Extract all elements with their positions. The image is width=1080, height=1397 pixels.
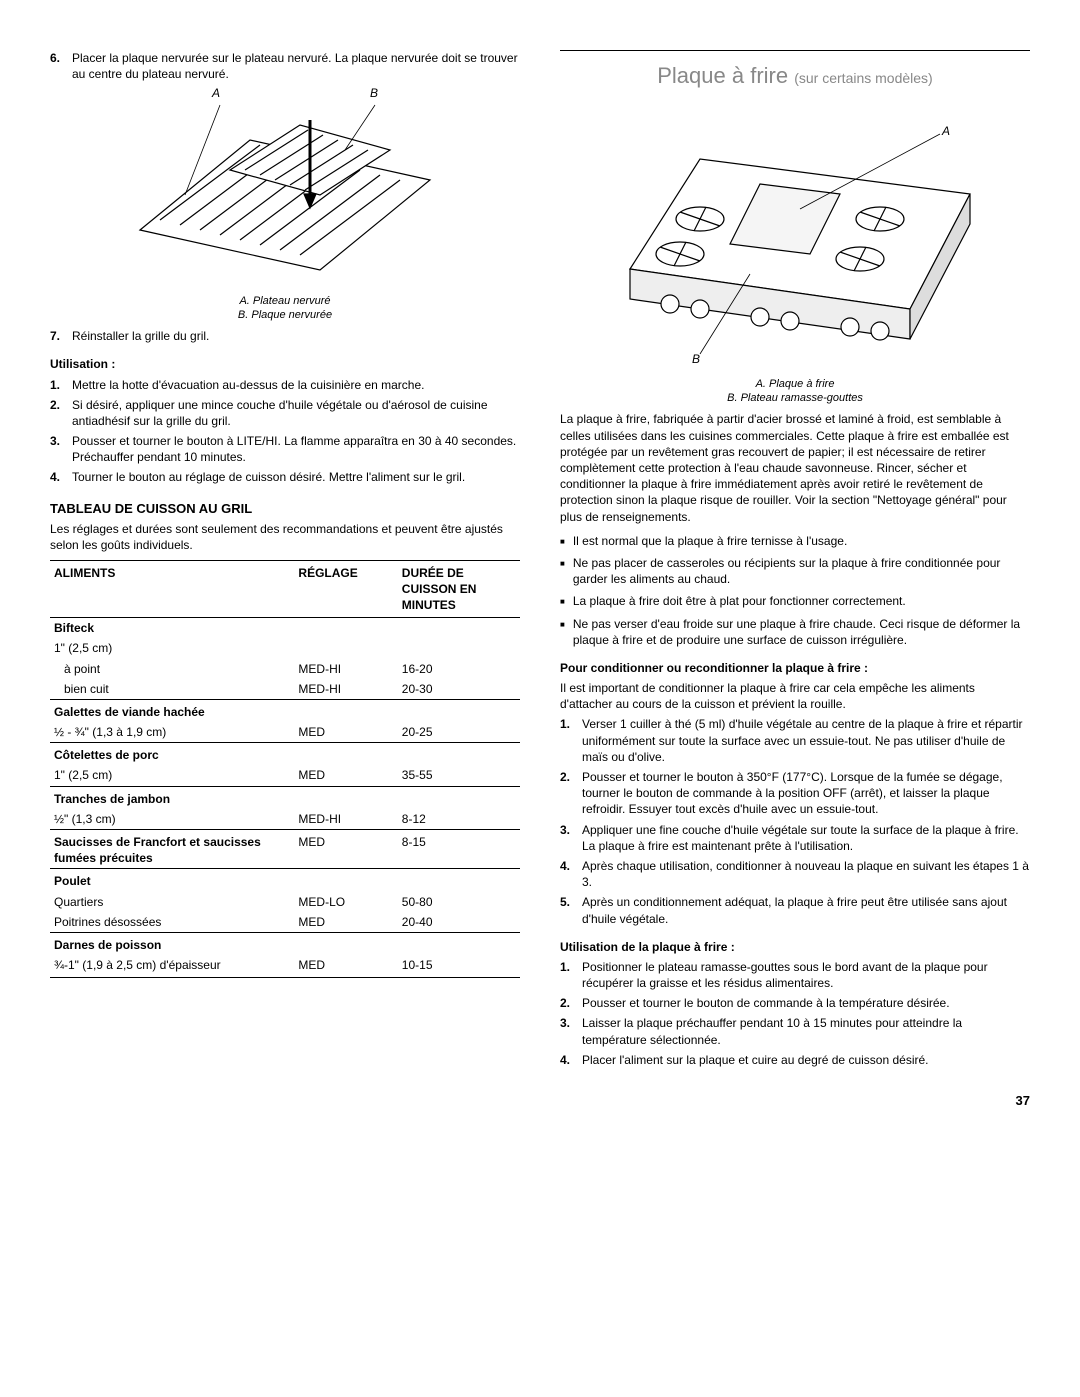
note-2: Ne pas placer de casseroles ou récipient… [560,555,1030,587]
grp-cote: Côtelettes de porc [50,743,294,766]
fig2-label-b: B [692,351,700,367]
step-7: 7. Réinstaller la grille du gril. [50,328,520,344]
right-column: Plaque à frire (sur certains modèles) [560,50,1030,1072]
u-step-3: 3.Pousser et tourner le bouton à LITE/HI… [50,433,520,465]
ur-step-2: 2.Pousser et tourner le bouton de comman… [560,995,1030,1011]
page-number: 37 [50,1092,1030,1110]
grp-jambon: Tranches de jambon [50,786,294,809]
utilisation-list: 1.Mettre la hotte d'évacuation au-dessus… [50,377,520,486]
poulet-quartiers: Quartiers [50,892,294,912]
cooktop-illustration [610,99,980,369]
fig2-cap-b: B. Plateau ramasse-gouttes [727,392,863,404]
fig1-label-a: A [212,85,220,101]
ur-step-3: 3.Laisser la plaque préchauffer pendant … [560,1015,1030,1047]
bifteck-point: à point [50,659,294,679]
fig1-cap-b: B. Plaque nervurée [238,309,332,321]
grp-darnes: Darnes de poisson [50,932,294,955]
c-step-4: 4.Après chaque utilisation, conditionner… [560,858,1030,890]
bifteck-bien: bien cuit [50,679,294,700]
fig2-caption: A. Plaque à frire B. Plateau ramasse-gou… [560,377,1030,406]
title-main: Plaque à frire [657,63,788,88]
page: 6. Placer la plaque nervurée sur le plat… [50,50,1030,1072]
grp-saucisses: Saucisses de Francfort et saucisses fumé… [50,830,294,869]
c-step-2: 2.Pousser et tourner le bouton à 350°F (… [560,769,1030,818]
condition-lead: Il est important de conditionner la plaq… [560,680,1030,712]
use-steps: 1.Positionner le plateau ramasse-gouttes… [560,959,1030,1068]
tableau-title: TABLEAU DE CUISSON AU GRIL [50,500,520,518]
poulet-poitrines: Poitrines désossées [50,912,294,933]
c-step-1: 1.Verser 1 cuiller à thé (5 ml) d'huile … [560,716,1030,765]
grill-plate-illustration [130,90,440,285]
th-duree: DURÉE DE CUISSON EN MINUTES [398,560,520,618]
figure-2: A B A. Plaque à frire B. Plateau ramasse… [560,99,1030,406]
u-step-4: 4.Tourner le bouton au réglage de cuisso… [50,469,520,485]
th-reglage: RÉGLAGE [294,560,397,618]
utilisation-heading: Utilisation : [50,356,520,372]
note-3: La plaque à frire doit être à plat pour … [560,593,1030,609]
fig1-cap-a: A. Plateau nervuré [239,295,330,307]
griddle-intro: La plaque à frire, fabriquée à partir d'… [560,411,1030,524]
bifteck-size: 1" (2,5 cm) [50,638,294,658]
left-column: 6. Placer la plaque nervurée sur le plat… [50,50,520,1072]
fig1-caption: A. Plateau nervuré B. Plaque nervurée [50,294,520,323]
th-aliments: ALIMENTS [50,560,294,618]
c-step-3: 3.Appliquer une fine couche d'huile végé… [560,822,1030,854]
griddle-title: Plaque à frire (sur certains modèles) [560,50,1030,91]
title-sub: (sur certains modèles) [794,70,933,86]
tableau-lead: Les réglages et durées sont seulement de… [50,521,520,553]
grp-poulet: Poulet [50,869,294,892]
fig2-label-a: A [942,123,950,139]
condition-heading: Pour conditionner ou reconditionner la p… [560,660,1030,676]
u-step-1: 1.Mettre la hotte d'évacuation au-dessus… [50,377,520,393]
condition-steps: 1.Verser 1 cuiller à thé (5 ml) d'huile … [560,716,1030,926]
step-text: Réinstaller la grille du gril. [72,328,520,344]
steps-continued: 6. Placer la plaque nervurée sur le plat… [50,50,520,82]
note-1: Il est normal que la plaque à frire tern… [560,533,1030,549]
cooking-table: ALIMENTS RÉGLAGE DURÉE DE CUISSON EN MIN… [50,560,520,979]
note-4: Ne pas verser d'eau froide sur une plaqu… [560,616,1030,648]
cote-size: 1" (2,5 cm) [50,765,294,786]
galettes-size: ½ - ¾" (1,3 à 1,9 cm) [50,722,294,743]
griddle-notes: Il est normal que la plaque à frire tern… [560,533,1030,648]
ur-step-1: 1.Positionner le plateau ramasse-gouttes… [560,959,1030,991]
step-num: 7. [50,328,72,344]
ur-step-4: 4.Placer l'aliment sur la plaque et cuir… [560,1052,1030,1068]
darnes-size: ¾-1" (1,9 à 2,5 cm) d'épaisseur [50,955,294,978]
step-num: 6. [50,50,72,82]
c-step-5: 5.Après un conditionnement adéquat, la p… [560,894,1030,926]
jambon-size: ½" (1,3 cm) [50,809,294,830]
step-6: 6. Placer la plaque nervurée sur le plat… [50,50,520,82]
use-heading: Utilisation de la plaque à frire : [560,939,1030,955]
step-7-list: 7. Réinstaller la grille du gril. [50,328,520,344]
fig1-label-b: B [370,85,378,101]
u-step-2: 2.Si désiré, appliquer une mince couche … [50,397,520,429]
figure-1: A B A. Plateau nervuré B. Plaque nervuré… [50,90,520,322]
step-text: Placer la plaque nervurée sur le plateau… [72,50,520,82]
grp-galettes: Galettes de viande hachée [50,699,294,722]
fig2-cap-a: A. Plaque à frire [756,378,835,390]
grp-bifteck: Bifteck [50,618,294,639]
